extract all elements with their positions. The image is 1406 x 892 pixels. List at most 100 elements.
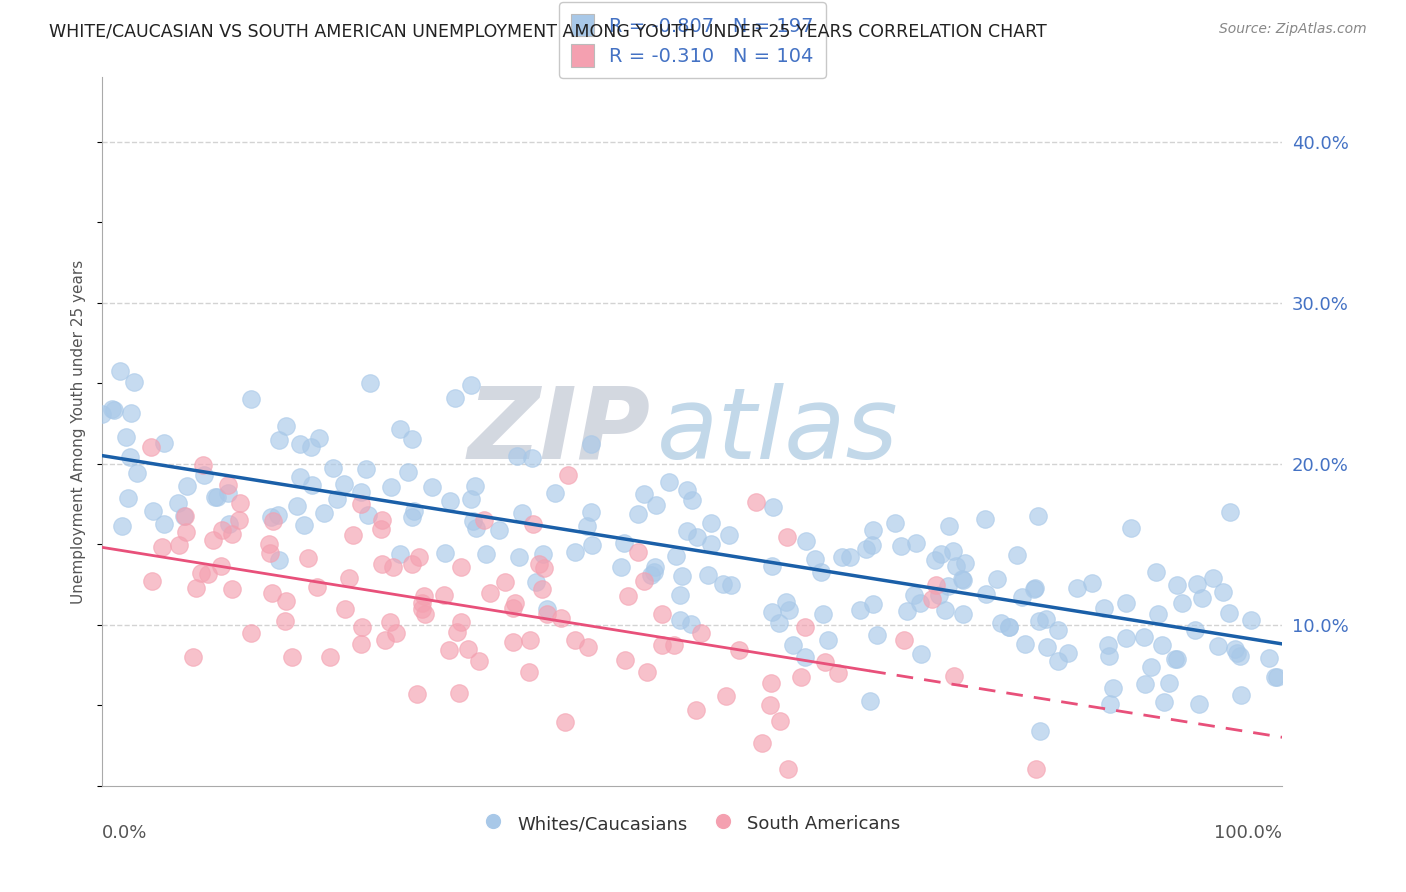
Point (1098, 649, 1121, 664)
Point (276, 419, 298, 434)
Text: WHITE/CAUCASIAN VS SOUTH AMERICAN UNEMPLOYMENT AMONG YOUTH UNDER 25 YEARS CORREL: WHITE/CAUCASIAN VS SOUTH AMERICAN UNEMPL… (49, 22, 1047, 40)
Point (488, 524, 510, 538)
Point (508, 550, 530, 565)
Point (463, 479, 485, 493)
Point (1229, 688, 1251, 702)
Point (998, 620, 1021, 634)
Point (1035, 612, 1057, 626)
Point (257, 536, 280, 550)
Point (153, 436, 176, 450)
Point (359, 376, 381, 391)
Point (942, 544, 965, 558)
Point (804, 552, 827, 566)
Point (1081, 576, 1104, 591)
Point (191, 458, 214, 472)
Point (269, 553, 291, 567)
Point (1115, 596, 1137, 610)
Point (337, 571, 360, 585)
Point (301, 477, 323, 491)
Point (1264, 670, 1286, 684)
Point (711, 577, 734, 591)
Point (350, 497, 373, 511)
Point (475, 548, 498, 562)
Point (288, 469, 311, 483)
Point (662, 638, 685, 652)
Point (342, 527, 364, 541)
Point (108, 364, 131, 378)
Point (152, 517, 174, 532)
Point (288, 437, 311, 451)
Point (1014, 637, 1036, 651)
Point (120, 406, 142, 420)
Point (658, 475, 681, 490)
Point (794, 649, 817, 664)
Point (1171, 596, 1194, 610)
Point (111, 519, 134, 533)
Point (1092, 600, 1115, 615)
Point (267, 508, 290, 522)
Point (1035, 640, 1057, 655)
Point (1025, 762, 1047, 776)
Point (1057, 646, 1080, 660)
Point (1132, 630, 1154, 644)
Point (193, 467, 215, 482)
Point (259, 546, 281, 560)
Point (557, 467, 579, 482)
Point (461, 514, 484, 528)
Point (413, 607, 436, 621)
Point (904, 535, 927, 549)
Point (319, 650, 342, 665)
Point (439, 493, 461, 508)
Point (908, 596, 931, 610)
Point (494, 575, 516, 590)
Point (862, 597, 884, 611)
Point (464, 521, 486, 535)
Point (433, 588, 456, 602)
Point (768, 615, 790, 630)
Point (370, 522, 392, 536)
Point (209, 559, 232, 574)
Point (1028, 614, 1050, 628)
Point (101, 401, 124, 416)
Point (1121, 520, 1143, 534)
Point (506, 449, 529, 463)
Point (696, 567, 718, 582)
Point (292, 518, 315, 533)
Point (675, 483, 697, 497)
Point (761, 605, 783, 619)
Point (401, 432, 423, 446)
Point (450, 559, 472, 574)
Point (204, 490, 226, 504)
Point (633, 487, 655, 501)
Point (1187, 576, 1209, 591)
Point (457, 641, 479, 656)
Point (260, 510, 283, 524)
Point (1099, 697, 1122, 711)
Text: atlas: atlas (657, 383, 898, 480)
Point (325, 491, 347, 506)
Point (564, 545, 586, 559)
Point (389, 547, 412, 561)
Point (1022, 582, 1045, 597)
Point (411, 596, 433, 610)
Point (217, 486, 239, 500)
Point (924, 552, 946, 566)
Point (297, 550, 319, 565)
Point (576, 519, 599, 533)
Point (1150, 638, 1173, 652)
Point (831, 550, 853, 565)
Point (1219, 505, 1241, 519)
Point (720, 578, 742, 592)
Point (406, 687, 429, 701)
Point (374, 633, 396, 648)
Point (700, 516, 723, 530)
Point (533, 560, 555, 574)
Point (855, 542, 877, 557)
Point (531, 582, 554, 597)
Point (229, 496, 252, 510)
Text: 100.0%: 100.0% (1215, 824, 1282, 842)
Point (174, 508, 197, 523)
Point (1024, 581, 1046, 595)
Point (973, 512, 995, 526)
Point (664, 549, 686, 563)
